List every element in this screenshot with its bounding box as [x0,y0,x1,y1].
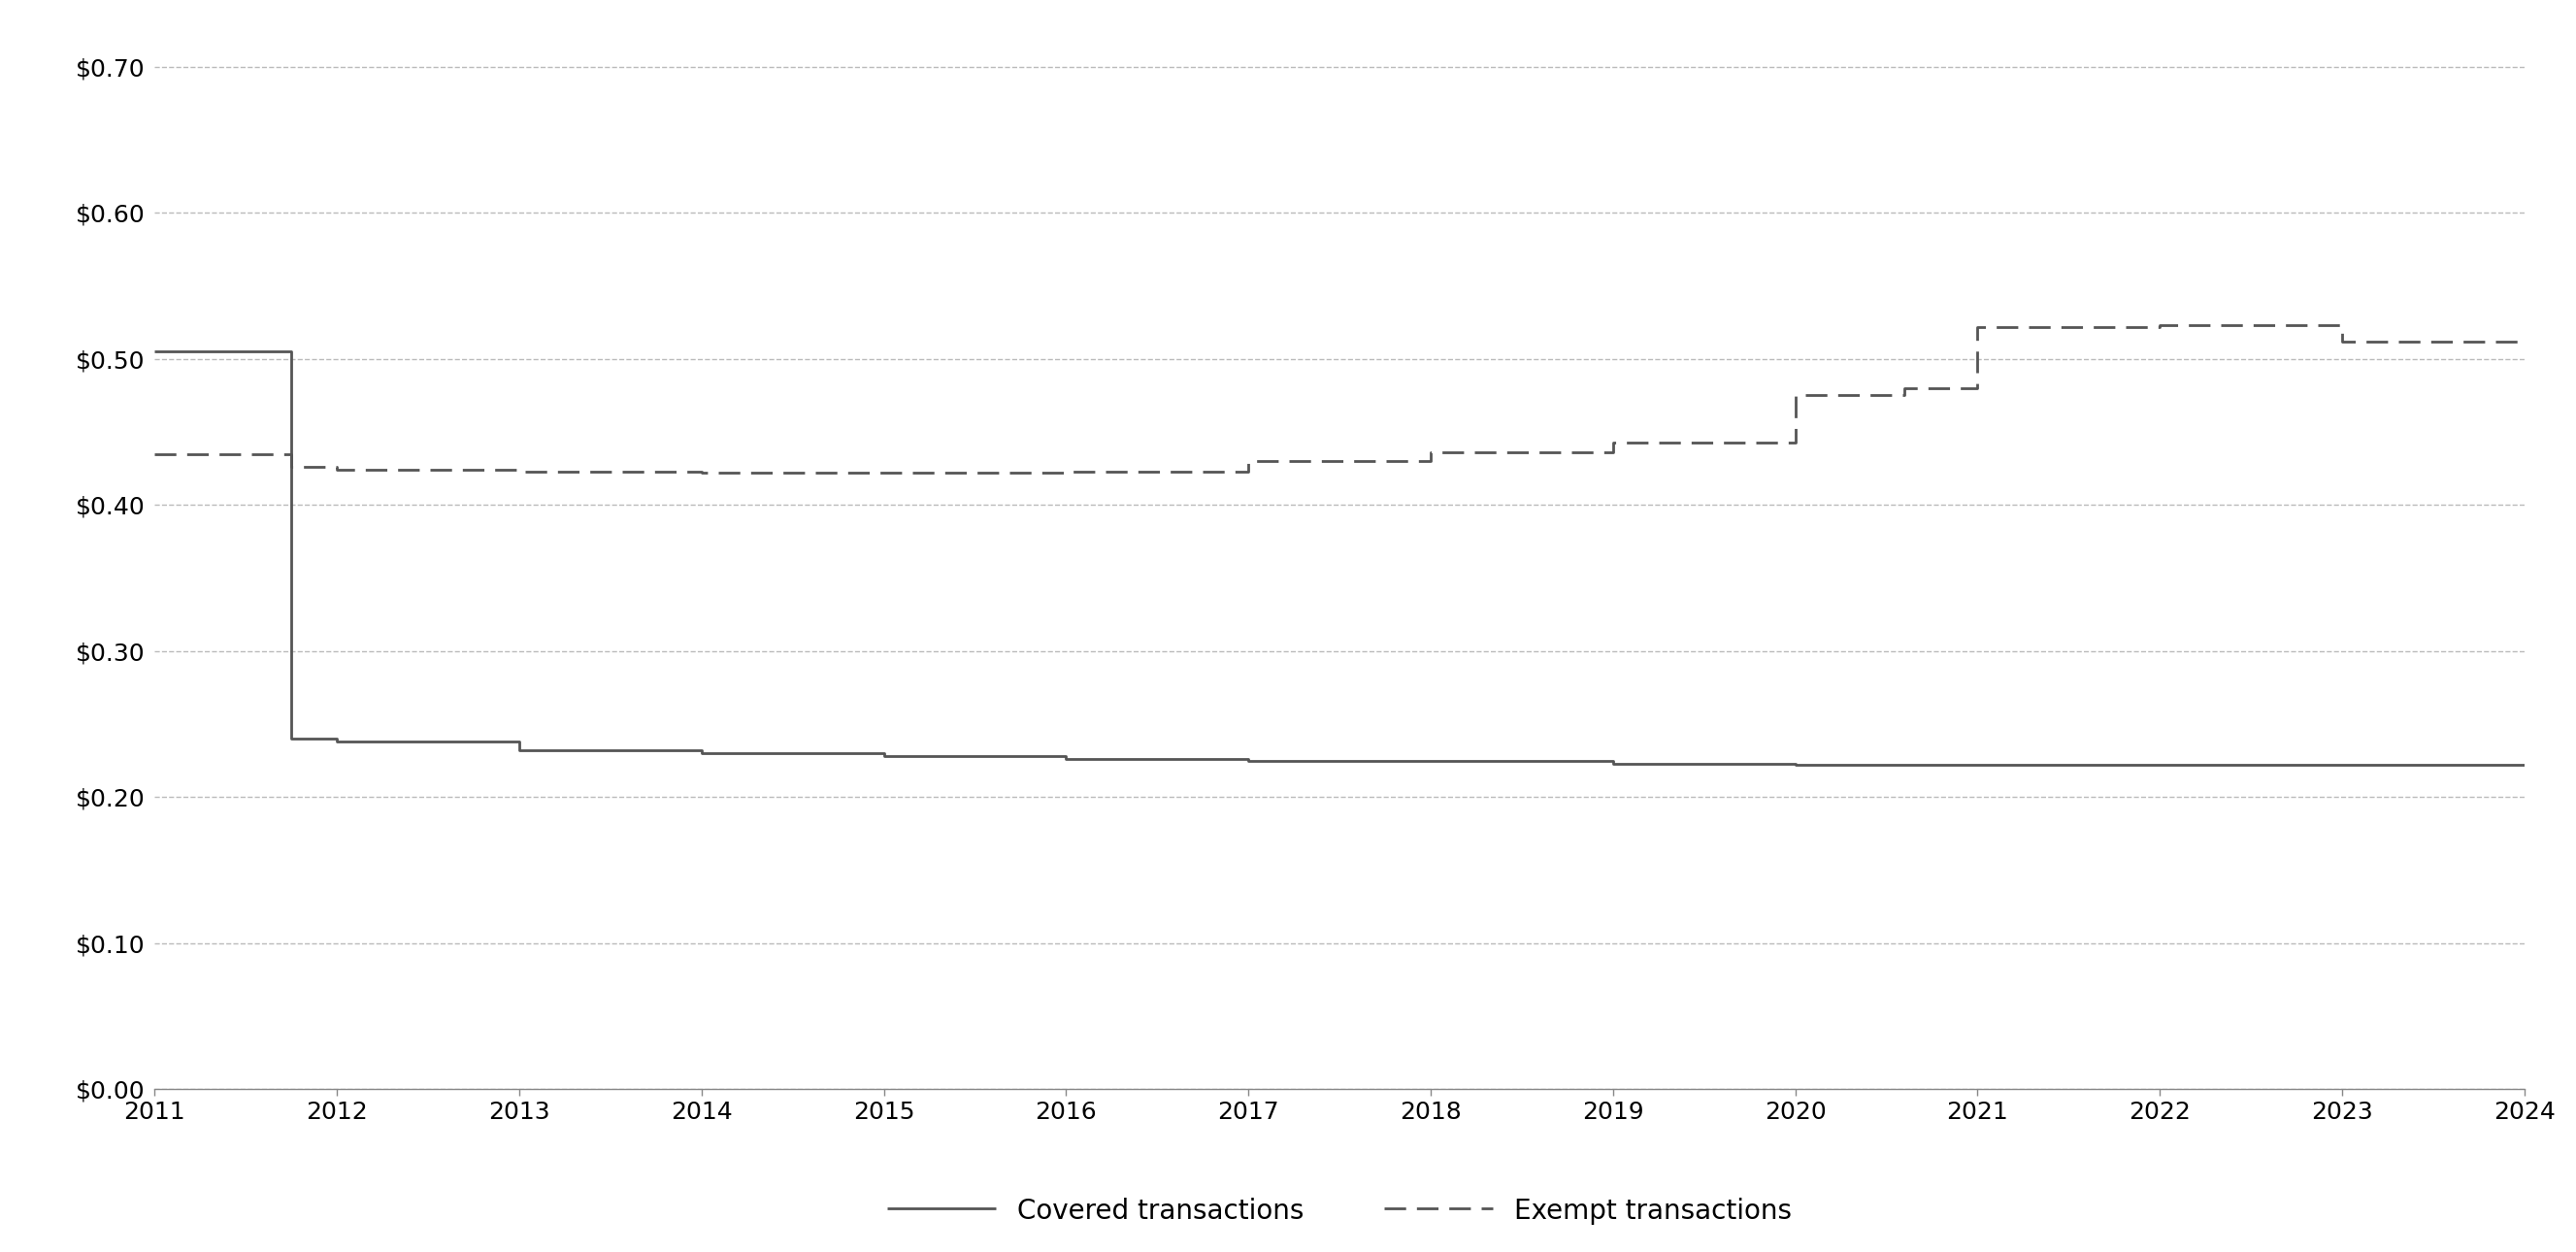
Covered transactions [505,742,536,757]
Covered transactions [1597,756,1628,771]
Exempt transactions [1234,453,1265,468]
Covered transactions [322,734,353,749]
Covered transactions [2326,757,2357,772]
Exempt transactions [276,447,307,462]
Covered transactions [1414,754,1445,769]
Exempt transactions [1963,381,1994,396]
Covered transactions [2143,757,2174,772]
Exempt transactions [1597,434,1628,449]
Covered transactions [2509,757,2540,772]
Covered transactions [1414,754,1445,769]
Covered transactions [1234,754,1265,769]
Covered transactions [1963,757,1994,772]
Exempt transactions [2143,318,2174,333]
Covered transactions [1963,757,1994,772]
Covered transactions [868,746,899,761]
Covered transactions [139,344,170,359]
Covered transactions [868,749,899,764]
Exempt transactions [322,462,353,477]
Exempt transactions [685,466,716,481]
Covered transactions [1780,756,1811,771]
Covered transactions [505,734,536,749]
Exempt transactions [685,464,716,480]
Covered transactions [322,731,353,746]
Exempt transactions [1414,453,1445,468]
Covered transactions [685,746,716,761]
Covered transactions [1597,754,1628,769]
Exempt transactions [1963,319,1994,334]
Covered transactions [2143,757,2174,772]
Exempt transactions [2509,334,2540,349]
Covered transactions [276,344,307,359]
Exempt transactions [1888,381,1919,396]
Exempt transactions [1780,434,1811,449]
Covered transactions [2326,757,2357,772]
Exempt transactions [505,462,536,477]
Covered transactions [1051,749,1082,764]
Line: Covered transactions: Covered transactions [155,352,2524,765]
Exempt transactions [1051,464,1082,480]
Covered transactions [685,742,716,757]
Line: Exempt transactions: Exempt transactions [155,326,2524,473]
Exempt transactions [1234,464,1265,480]
Covered transactions [276,731,307,746]
Exempt transactions [276,459,307,475]
Exempt transactions [2326,318,2357,333]
Exempt transactions [1888,388,1919,403]
Exempt transactions [2326,334,2357,349]
Exempt transactions [139,447,170,462]
Exempt transactions [1597,444,1628,459]
Exempt transactions [868,466,899,481]
Exempt transactions [1414,444,1445,459]
Covered transactions [1780,757,1811,772]
Exempt transactions [322,459,353,475]
Exempt transactions [1780,388,1811,403]
Covered transactions [1051,751,1082,766]
Exempt transactions [2143,319,2174,334]
Exempt transactions [868,466,899,481]
Legend: Covered transactions, Exempt transactions: Covered transactions, Exempt transaction… [876,1187,1803,1236]
Exempt transactions [505,464,536,480]
Exempt transactions [1051,466,1082,481]
Covered transactions [1234,751,1265,766]
